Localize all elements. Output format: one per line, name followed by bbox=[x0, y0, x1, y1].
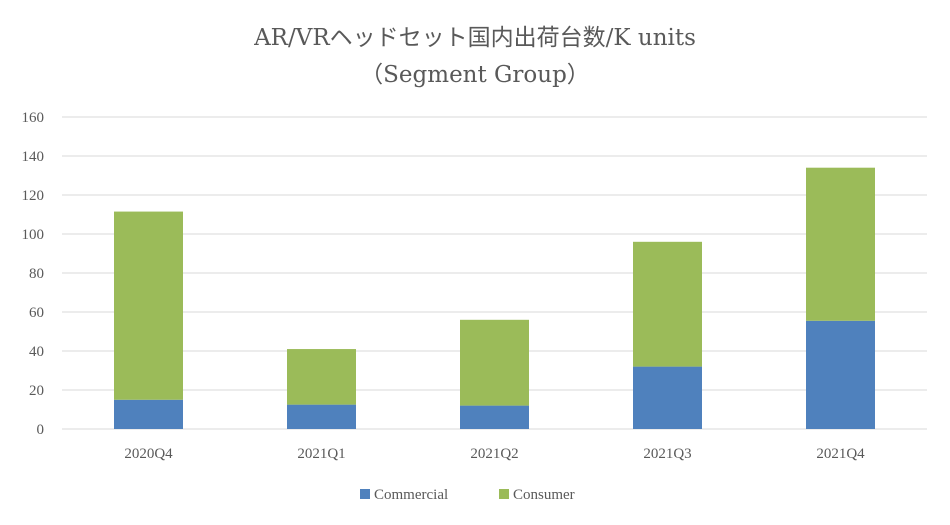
y-axis-ticks: 0 20 40 60 80 100 120 140 160 bbox=[22, 110, 45, 438]
legend-label-commercial: Commercial bbox=[374, 487, 448, 503]
y-tick-label: 40 bbox=[29, 344, 44, 360]
x-category-label: 2021Q1 bbox=[297, 446, 345, 462]
bar-consumer-2021Q2 bbox=[460, 319, 529, 406]
bar-commercial-2021Q1 bbox=[287, 404, 356, 429]
gridlines bbox=[62, 116, 927, 430]
bar-consumer-2020Q4 bbox=[114, 211, 183, 400]
y-tick-label: 100 bbox=[22, 227, 45, 243]
x-category-label: 2021Q3 bbox=[643, 446, 691, 462]
y-tick-label: 140 bbox=[22, 149, 45, 165]
legend-swatch-commercial bbox=[360, 489, 370, 499]
bar-commercial-2021Q3 bbox=[633, 366, 702, 429]
x-category-label: 2021Q4 bbox=[816, 446, 865, 462]
chart-title: AR/VRヘッドセット国内出荷台数/K units bbox=[253, 25, 696, 51]
legend-swatch-consumer bbox=[499, 489, 509, 499]
bar-commercial-2020Q4 bbox=[114, 399, 183, 429]
x-category-label: 2021Q2 bbox=[470, 446, 518, 462]
y-tick-label: 0 bbox=[37, 422, 45, 438]
y-tick-label: 120 bbox=[22, 188, 45, 204]
chart-subtitle: （Segment Group） bbox=[360, 62, 590, 88]
legend: Commercial Consumer bbox=[360, 487, 575, 503]
x-axis-categories: 2020Q4 2021Q1 2021Q2 2021Q3 2021Q4 bbox=[124, 446, 865, 462]
bar-consumer-2021Q3 bbox=[633, 241, 702, 367]
bar-consumer-2021Q4 bbox=[806, 167, 875, 321]
y-tick-label: 160 bbox=[22, 110, 45, 126]
y-tick-label: 60 bbox=[29, 305, 44, 321]
legend-label-consumer: Consumer bbox=[513, 487, 575, 503]
bars bbox=[114, 167, 875, 429]
bar-commercial-2021Q4 bbox=[806, 320, 875, 429]
x-category-label: 2020Q4 bbox=[124, 446, 173, 462]
bar-commercial-2021Q2 bbox=[460, 405, 529, 429]
bar-consumer-2021Q1 bbox=[287, 349, 356, 405]
y-tick-label: 80 bbox=[29, 266, 44, 282]
y-tick-label: 20 bbox=[29, 383, 44, 399]
